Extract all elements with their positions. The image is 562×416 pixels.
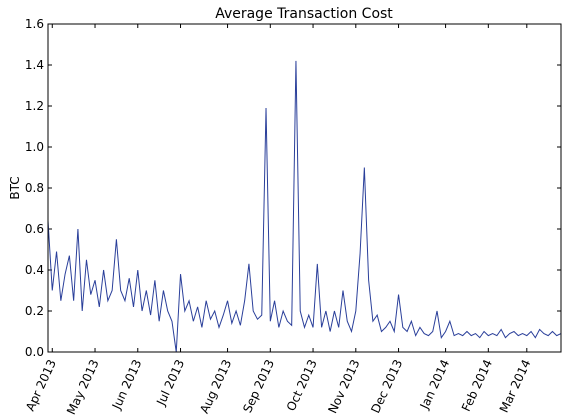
x-tick-label: Jan 2014 [417,357,452,412]
y-tick-label: 1.0 [25,140,44,154]
y-tick-label: 0.8 [25,181,44,195]
y-tick-label: 0.2 [25,304,44,318]
x-tick-label: Jul 2013 [153,357,187,408]
x-tick-label: Oct 2013 [284,357,320,413]
x-tick-label: Nov 2013 [325,357,362,415]
x-tick-label: Dec 2013 [368,357,405,415]
x-tick-label: Aug 2013 [197,357,234,415]
y-axis-label: BTC [8,176,22,199]
chart-title: Average Transaction Cost [215,6,393,22]
y-tick-label: 1.4 [25,58,44,72]
plot-frame [47,23,562,353]
y-tick-label: 0.0 [25,345,44,359]
x-tick-label: Jun 2013 [109,357,145,412]
x-tick-label: Apr 2013 [23,357,59,413]
x-tick-label: Mar 2014 [497,357,534,415]
y-tick-label: 1.6 [25,17,44,31]
x-tick-label: Feb 2014 [459,357,495,413]
x-tick-label: Sep 2013 [240,357,277,415]
x-tick-label: May 2013 [64,357,102,416]
y-tick-label: 0.6 [25,222,44,236]
line-series [47,60,562,353]
y-tick-label: 0.4 [25,263,44,277]
y-tick-label: 1.2 [25,99,44,113]
